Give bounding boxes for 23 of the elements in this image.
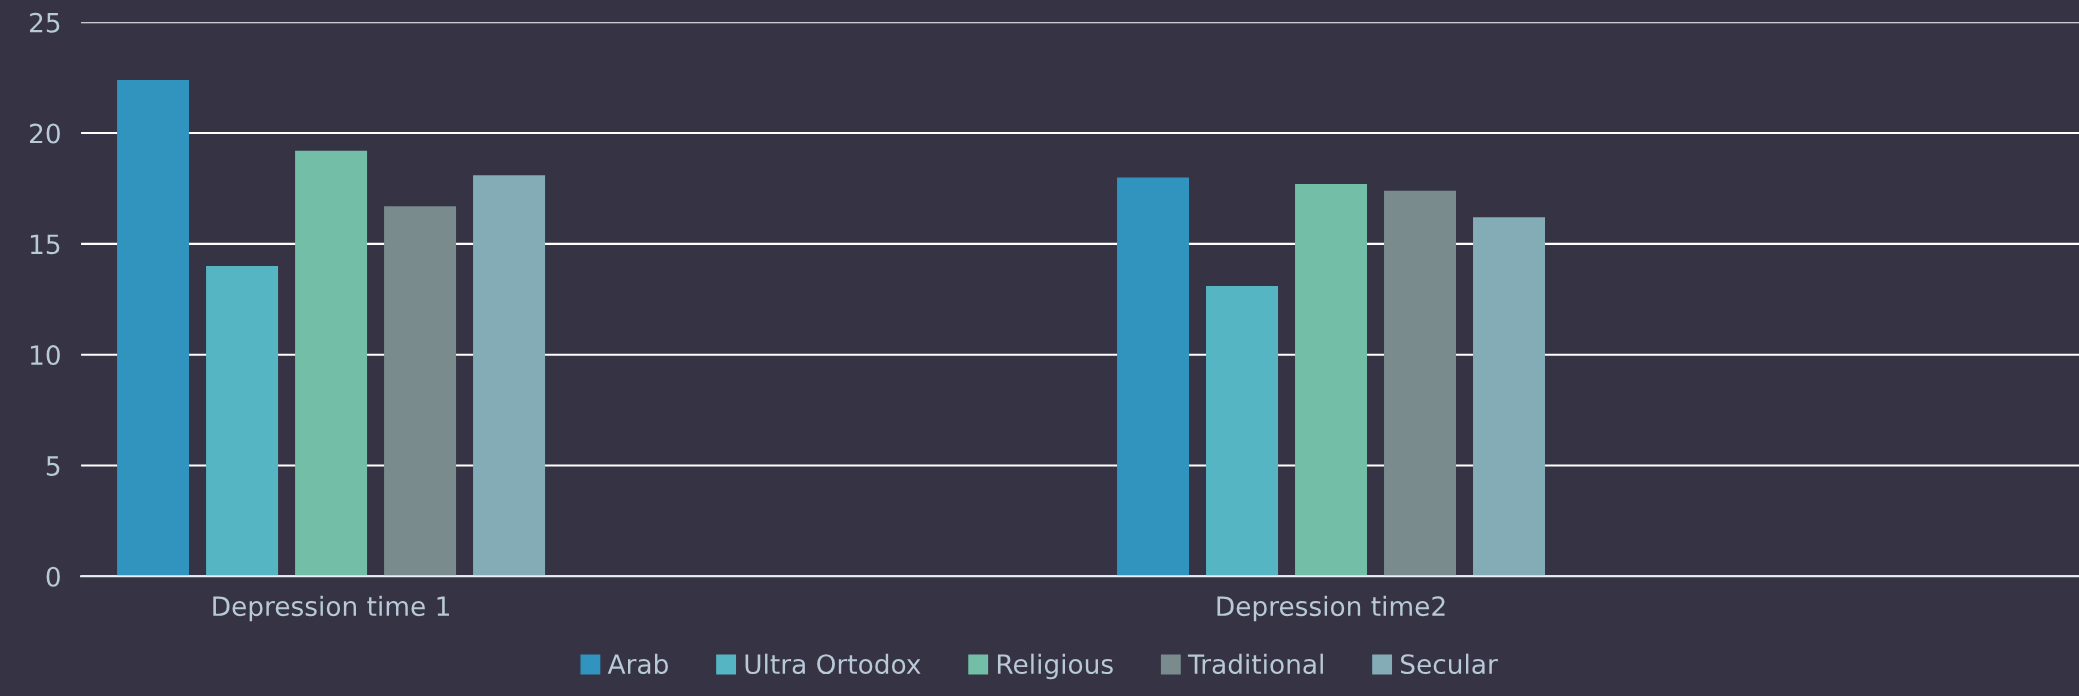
y-tick-label: 15 — [30, 234, 60, 255]
y-tick-label: 5 — [46, 456, 60, 476]
x-tick-label: Depression time2 — [1217, 595, 1445, 622]
y-tick-label: 10 — [30, 345, 60, 366]
legend-label: Religious — [997, 653, 1113, 680]
bar — [473, 175, 546, 577]
bar — [117, 79, 190, 577]
y-tick-label: 25 — [29, 12, 60, 33]
legend-label: Secular — [1401, 653, 1498, 675]
y-tick-label: 0 — [46, 566, 60, 587]
legend-label: Ultra Ortodox — [745, 653, 921, 675]
bar — [1384, 190, 1457, 577]
bar — [1295, 184, 1368, 577]
x-tick-label: Depression time 1 — [213, 595, 449, 622]
y-tick-label: 20 — [29, 123, 60, 144]
bar — [384, 206, 457, 577]
legend-label: Arab — [607, 653, 668, 675]
bar — [1117, 177, 1190, 577]
bar — [206, 266, 279, 577]
bar — [1206, 285, 1279, 577]
legend-label: Traditional — [1187, 653, 1323, 675]
bar — [295, 150, 368, 577]
bar — [1473, 217, 1546, 577]
